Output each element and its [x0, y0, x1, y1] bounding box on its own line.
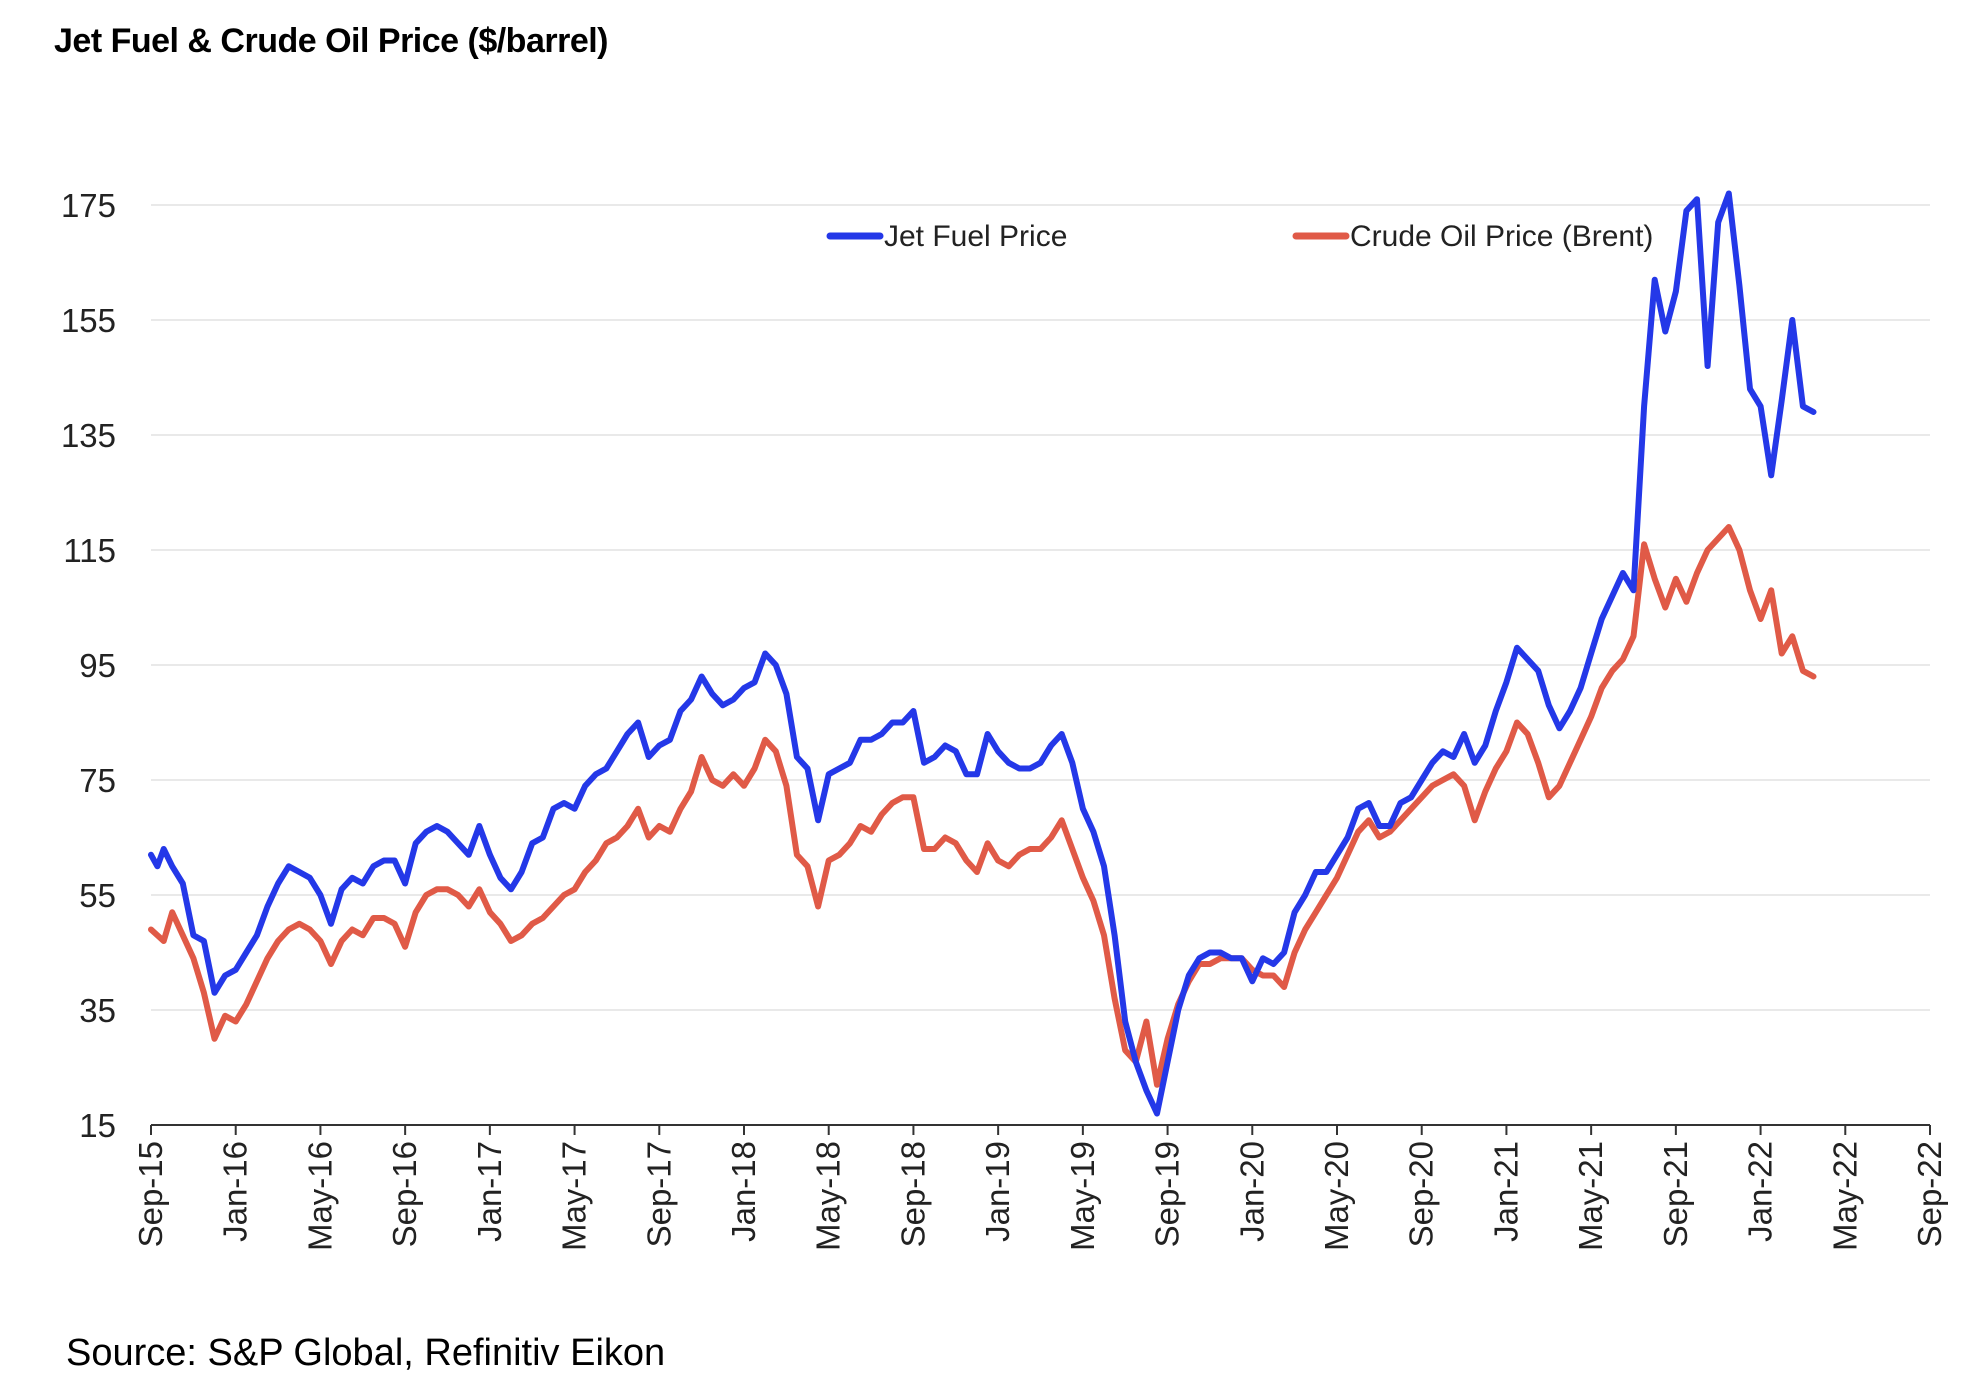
- x-tick-label: Jan-16: [217, 1141, 254, 1242]
- y-tick-label: 15: [79, 1107, 116, 1144]
- y-tick-label: 155: [61, 302, 116, 339]
- legend: Jet Fuel Price Crude Oil Price (Brent): [826, 220, 1653, 253]
- y-tick-label: 135: [61, 417, 116, 454]
- series-line-1: [148, 524, 1817, 1088]
- x-tick-label: Jan-22: [1742, 1141, 1779, 1242]
- chart-title: Jet Fuel & Crude Oil Price ($/barrel): [54, 22, 609, 60]
- legend-label: Crude Oil Price (Brent): [1350, 220, 1653, 253]
- x-tick-label: Jan-20: [1233, 1141, 1270, 1242]
- x-tick-label: May-22: [1826, 1141, 1863, 1251]
- x-tick-label: Sep-17: [640, 1141, 677, 1247]
- x-tick-label: May-17: [556, 1141, 593, 1251]
- x-tick-label: Sep-22: [1911, 1141, 1948, 1247]
- x-tick-label: Sep-15: [132, 1141, 169, 1247]
- x-tick-label: Jan-18: [725, 1141, 762, 1242]
- x-tick-label: May-20: [1318, 1141, 1355, 1251]
- x-tick-label: Jan-21: [1487, 1141, 1524, 1242]
- x-tick-label: Sep-18: [894, 1141, 931, 1247]
- x-tick-label: May-21: [1572, 1141, 1609, 1251]
- source-note: Source: S&P Global, Refinitiv Eikon: [66, 1332, 666, 1374]
- x-axis: Sep-15 Jan-16 May-16 Sep-16 Jan-17 May-17 Sep-…: [132, 1124, 1948, 1251]
- x-tick-label: May-18: [810, 1141, 847, 1251]
- y-tick-label: 35: [79, 992, 116, 1029]
- y-tick-label: 175: [61, 187, 116, 224]
- chart-series: [148, 190, 1817, 1117]
- x-tick-label: May-19: [1064, 1141, 1101, 1251]
- y-tick-label: 75: [79, 762, 116, 799]
- x-tick-label: Sep-16: [386, 1141, 423, 1247]
- x-tick-label: Sep-21: [1657, 1141, 1694, 1247]
- y-tick-label: 95: [79, 647, 116, 684]
- gridlines: [151, 204, 1930, 1011]
- y-axis-ticks: 175 155 135 115 95 75 55 35 15: [61, 187, 116, 1144]
- x-tick-label: Sep-20: [1403, 1141, 1440, 1247]
- series-line-0: [148, 190, 1817, 1117]
- y-tick-label: 55: [79, 877, 116, 914]
- x-tick-label: May-16: [301, 1141, 338, 1251]
- y-tick-label: 115: [63, 532, 116, 569]
- x-tick-label: Jan-17: [471, 1141, 508, 1242]
- legend-label: Jet Fuel Price: [884, 220, 1067, 253]
- x-tick-label: Sep-19: [1149, 1141, 1186, 1247]
- x-tick-label: Jan-19: [979, 1141, 1016, 1242]
